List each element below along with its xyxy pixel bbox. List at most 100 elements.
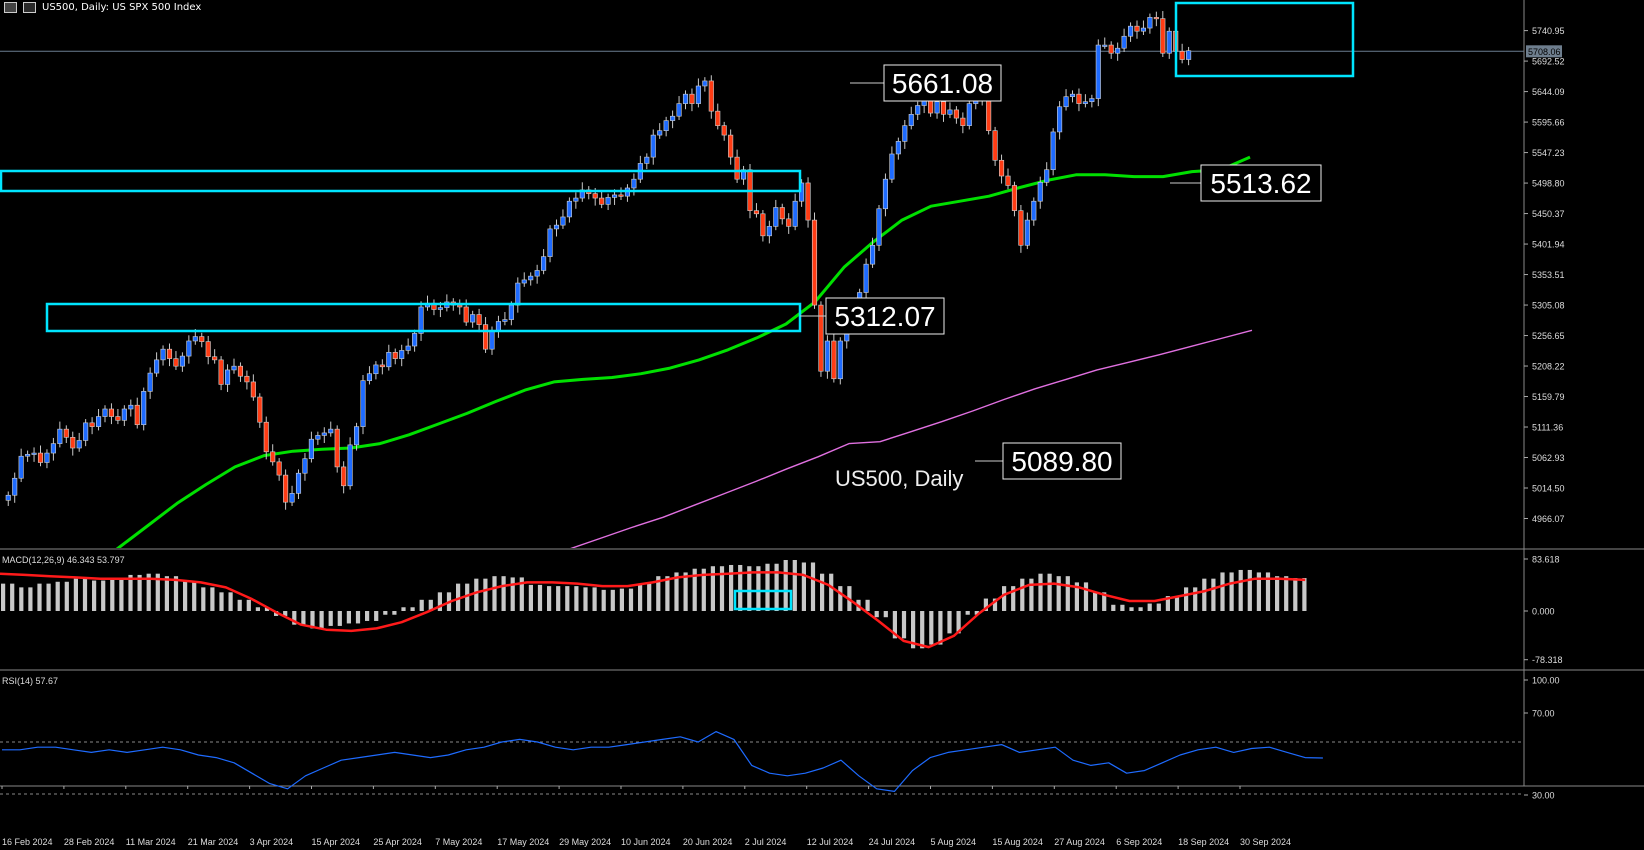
macd-histogram-bar <box>73 578 78 611</box>
macd-histogram-bar <box>374 611 379 621</box>
macd-histogram-bar <box>1065 576 1070 611</box>
candle-body <box>708 80 714 112</box>
macd-histogram-bar <box>410 607 415 611</box>
candle-body <box>5 494 11 501</box>
chart-grid-icon[interactable] <box>4 2 17 13</box>
macd-histogram-bar <box>237 599 242 611</box>
candle-body <box>928 100 934 114</box>
candle-body <box>302 458 308 474</box>
macd-histogram-bar <box>483 578 488 611</box>
macd-histogram-bar <box>1165 596 1170 611</box>
candle-body <box>160 348 166 361</box>
macd-histogram-bar <box>1156 603 1161 611</box>
macd-histogram-bar <box>801 562 806 611</box>
candle-body <box>63 428 69 438</box>
date-tick-label: 10 Jun 2024 <box>621 837 671 847</box>
candle-body <box>50 443 56 454</box>
candle-body <box>1037 182 1043 202</box>
resistance-zone-upper <box>0 169 802 193</box>
candle-body <box>373 364 379 375</box>
macd-histogram-bar <box>119 578 124 611</box>
candle-body <box>902 125 908 142</box>
candle-body <box>386 352 392 368</box>
macd-histogram-bar <box>610 589 615 611</box>
macd-histogram-bar <box>219 592 224 611</box>
macd-histogram-bar <box>1020 578 1025 611</box>
macd-histogram-bar <box>537 584 543 611</box>
candle-body <box>315 435 321 440</box>
macd-histogram-bar <box>810 562 816 611</box>
date-tick-label: 18 Sep 2024 <box>1178 837 1229 847</box>
candle-body <box>96 416 102 427</box>
macd-histogram-bar <box>64 581 69 611</box>
candle-body <box>721 125 727 136</box>
candle-body <box>263 421 269 453</box>
macd-histogram-bar <box>1093 592 1098 611</box>
macd-histogram-bar <box>674 572 679 611</box>
candle-body <box>663 120 669 131</box>
current-price-tag <box>1526 45 1562 58</box>
candle-body <box>44 452 50 463</box>
rsi-label: RSI(14) 57.67 <box>2 676 58 686</box>
macd-histogram-bar <box>701 568 706 611</box>
macd-histogram-bar <box>1193 587 1198 611</box>
date-tick-label: 28 Feb 2024 <box>64 837 115 847</box>
candle-body <box>779 207 785 220</box>
candle-body <box>515 282 521 306</box>
recent-high-zone <box>1174 1 1355 78</box>
candle-body <box>792 200 798 227</box>
candle-body <box>379 364 385 368</box>
price-tick-label: 5111.36 <box>1532 423 1563 433</box>
macd-histogram-bar <box>920 611 925 649</box>
macd-histogram-bar <box>183 581 188 611</box>
macd-histogram-bar <box>155 573 160 611</box>
candle-body <box>1140 27 1146 32</box>
date-tick-label: 6 Sep 2024 <box>1116 837 1162 847</box>
candle-body <box>341 466 347 487</box>
date-tick-label: 15 Apr 2024 <box>312 837 361 847</box>
macd-histogram-bar <box>974 611 979 615</box>
ma-slow-line <box>570 329 1253 548</box>
rsi-tick-label: 100.00 <box>1532 676 1560 686</box>
macd-histogram-bar <box>437 592 442 611</box>
macd-histogram-bar <box>992 598 998 611</box>
candle-body <box>760 213 766 237</box>
candle-body <box>212 356 218 361</box>
macd-histogram-bar <box>565 586 570 611</box>
macd-histogram-bar <box>164 576 169 611</box>
macd-histogram-bar <box>947 611 952 634</box>
candle-body <box>908 114 914 126</box>
candle-body <box>1018 210 1024 246</box>
macd-histogram-bar <box>1202 578 1207 611</box>
macd-label: MACD(12,26,9) 46.343 53.797 <box>2 555 125 565</box>
candle-body <box>895 141 901 155</box>
candle-body <box>457 304 463 308</box>
candle-body <box>276 461 282 476</box>
macd-histogram-bar <box>173 576 179 611</box>
candle-body <box>599 197 605 205</box>
macd-tick-label: -78.318 <box>1532 655 1563 665</box>
candle-body <box>218 359 224 385</box>
macd-histogram-bar <box>556 586 561 611</box>
candle-body <box>1108 44 1114 54</box>
macd-histogram-bar <box>10 583 15 611</box>
candle-body <box>12 477 18 496</box>
candle-body <box>960 117 966 126</box>
macd-histogram-bar <box>874 611 879 618</box>
candle-body <box>257 396 263 423</box>
candle-body <box>940 101 947 115</box>
candle-body <box>295 472 302 494</box>
macd-histogram-bar <box>1102 592 1107 611</box>
macd-histogram-bar <box>1047 573 1052 611</box>
candle-body <box>521 279 527 284</box>
date-tick-label: 7 May 2024 <box>435 837 482 847</box>
macd-histogram-bar <box>264 607 270 611</box>
bar-chart-icon[interactable] <box>23 2 36 13</box>
candle-body <box>650 134 656 158</box>
macd-histogram-bar <box>601 589 606 611</box>
candle-body <box>773 207 779 227</box>
candle-body <box>366 373 373 381</box>
macd-histogram-bar <box>146 573 151 611</box>
macd-histogram-bar <box>1284 576 1289 611</box>
